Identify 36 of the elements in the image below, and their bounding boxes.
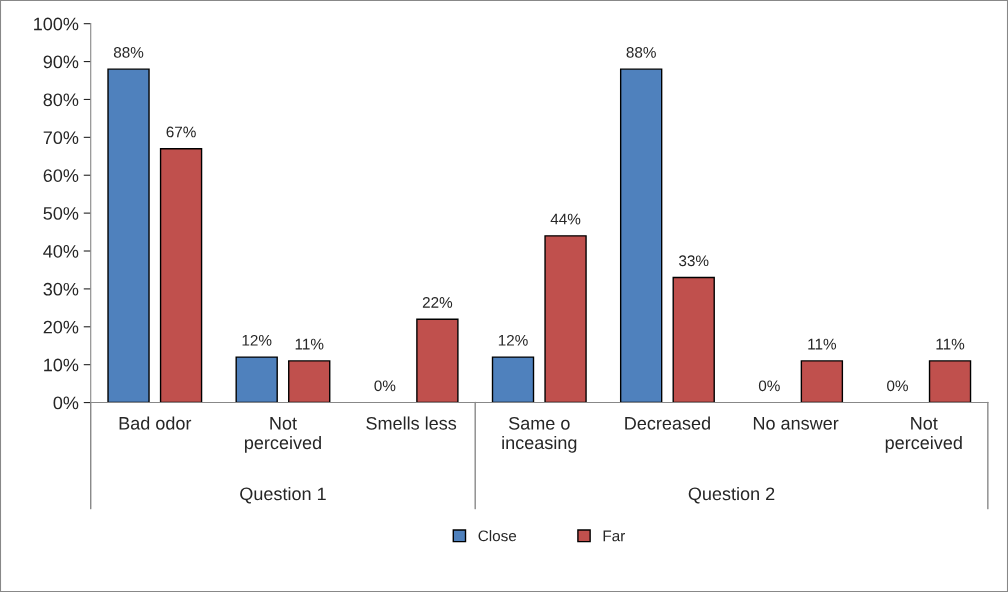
y-tick-label: 90% [43, 55, 79, 69]
text: Question 1 [240, 486, 326, 504]
y-tick-label: 10% [44, 358, 79, 372]
text: 12% [242, 334, 272, 346]
text: 22% [422, 297, 453, 308]
text: 33% [679, 255, 709, 267]
text: 0% [887, 380, 908, 392]
legend-label: Close [478, 530, 517, 542]
text: 0% [758, 380, 780, 392]
text: 67% [166, 126, 196, 138]
text: 11% [936, 338, 965, 350]
x-tick-label: Bad odor [119, 416, 192, 430]
legend-label: Far [603, 530, 626, 542]
y-tick-label: 80% [43, 93, 79, 107]
text: 44% [550, 213, 581, 225]
y-tick-label: 20% [43, 320, 79, 334]
x-tick-label: Not perceived [244, 417, 321, 453]
y-tick-label: 60% [43, 169, 79, 182]
x-tick-label: Decreased [625, 416, 710, 430]
text: 11% [295, 338, 324, 350]
y-tick-label: 30% [43, 282, 79, 296]
y-tick-label: 100% [34, 17, 79, 31]
x-tick-label: No answer [753, 417, 839, 430]
y-tick-label: 70% [43, 131, 79, 145]
y-tick-label: 0% [53, 396, 79, 410]
text: 12% [498, 334, 528, 346]
x-tick-label: Not perceived [885, 417, 962, 453]
x-tick-label: Same o inceasing [502, 416, 577, 453]
y-tick-label: 40% [43, 244, 79, 258]
text: 88% [113, 46, 144, 58]
y-tick-label: 50% [43, 207, 79, 220]
text: Question 2 [688, 486, 775, 504]
text: 0% [374, 380, 396, 392]
x-tick-label: Smells less [366, 416, 457, 430]
text: 88% [626, 46, 656, 58]
text: 11% [808, 338, 837, 350]
